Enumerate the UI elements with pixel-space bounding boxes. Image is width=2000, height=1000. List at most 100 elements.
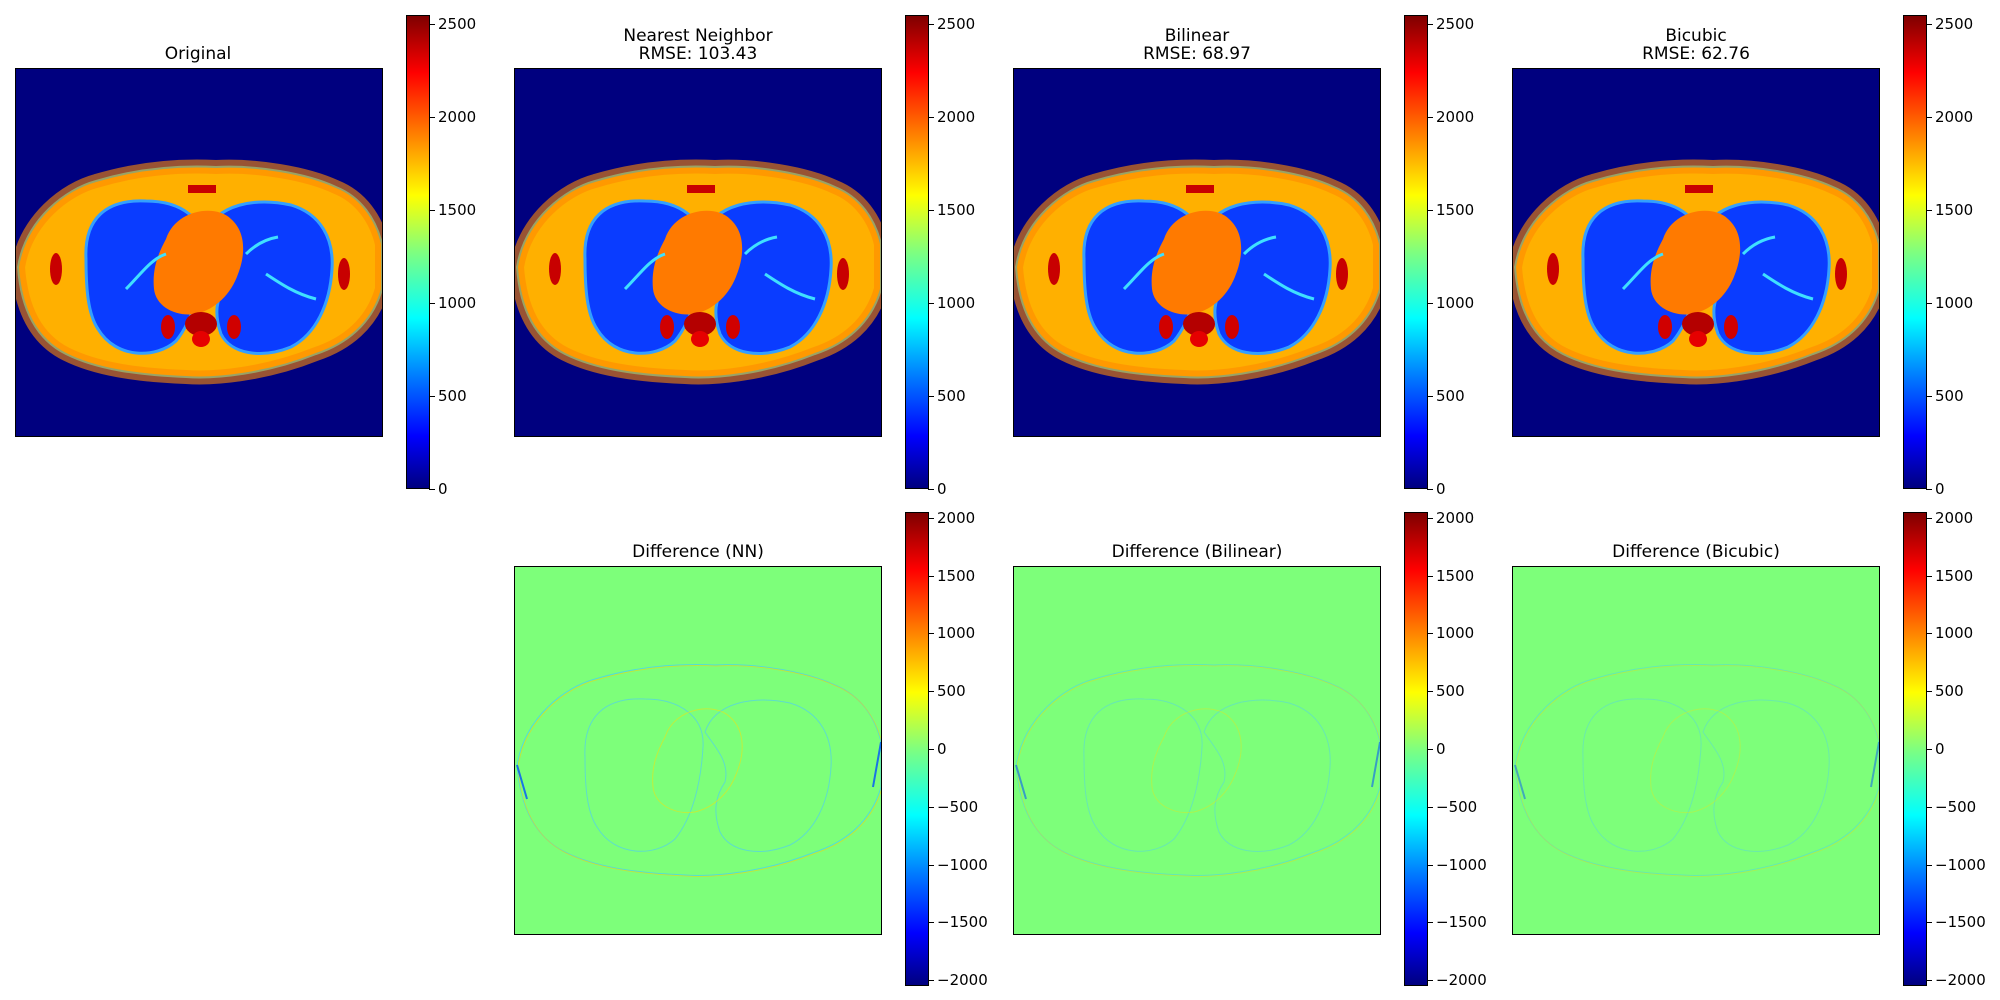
edge-outline <box>517 665 881 877</box>
colorbar-tick <box>429 489 435 490</box>
rib <box>837 258 849 290</box>
heart <box>153 210 244 315</box>
colorbar-difference-bilinear <box>1404 512 1428 986</box>
colorbar-tick-label: −1000 <box>1436 855 1487 874</box>
image-bilinear <box>1013 68 1381 437</box>
image-difference-bilinear <box>1013 566 1381 935</box>
colorbar-tick <box>1427 303 1433 305</box>
edge-outline <box>516 664 881 876</box>
image-original <box>15 68 383 437</box>
rib <box>1658 315 1672 339</box>
colorbar-tick-label: 1000 <box>438 294 477 313</box>
colorbar-tick-label: 0 <box>1935 740 1945 758</box>
rib <box>161 315 175 339</box>
colorbar-tick <box>1926 303 1932 305</box>
colorbar-tick-label: 1500 <box>937 201 976 220</box>
colorbar-tick <box>1427 489 1433 490</box>
rib <box>726 315 740 339</box>
colorbar-tick <box>1427 749 1433 750</box>
colorbar-tick <box>1926 922 1932 924</box>
colorbar-tick <box>928 396 934 398</box>
colorbar-tick <box>928 117 934 119</box>
image-bicubic <box>1512 68 1880 437</box>
colorbar-tick-label: 0 <box>937 480 947 498</box>
colorbar-tick <box>1427 210 1433 212</box>
rib <box>660 315 674 339</box>
colorbar-tick-label: −2000 <box>1935 971 1986 990</box>
colorbar-tick-label: 2500 <box>438 15 477 34</box>
edge-artifact <box>1514 741 1879 800</box>
title-bilinear-method: Bilinear <box>1164 26 1230 46</box>
colorbar-tick <box>429 117 435 119</box>
edge-outline <box>1515 665 1879 877</box>
colorbar-tick-label: 1500 <box>937 566 976 585</box>
colorbar-tick <box>928 980 934 982</box>
colorbar-tick-label: 2000 <box>937 508 976 527</box>
edge-outline <box>1015 664 1380 876</box>
colorbar-tick <box>1926 980 1932 982</box>
colorbar-tick-label: −500 <box>1935 797 1977 816</box>
title-difference-bilinear: Difference (Bilinear) <box>1111 542 1283 562</box>
colorbar-tick-label: 500 <box>1935 387 1964 406</box>
colorbar-tick-label: 2000 <box>1436 108 1475 127</box>
colorbar-tick-label: 2000 <box>1935 108 1974 127</box>
colorbar-tick-label: 1000 <box>1436 294 1475 313</box>
edge-outline <box>652 708 743 814</box>
colorbar-tick <box>1926 24 1932 26</box>
edge-outline <box>1582 698 1702 852</box>
heart <box>1650 210 1741 315</box>
colorbar-tick <box>928 749 934 750</box>
colorbar-tick <box>1427 117 1433 119</box>
title-bicubic: Bicubic RMSE: 62.76 <box>1642 27 1750 63</box>
colorbar-tick-label: −1500 <box>1935 913 1986 932</box>
spinal-process <box>1190 331 1208 347</box>
edge-outline <box>1151 708 1242 814</box>
colorbar-tick <box>1427 864 1433 866</box>
image-nearest-neighbor <box>514 68 882 437</box>
rib <box>1159 315 1173 339</box>
colorbar-tick-label: 1000 <box>1935 624 1974 643</box>
rib <box>1724 315 1738 339</box>
colorbar-tick <box>1427 24 1433 26</box>
colorbar-tick-label: 500 <box>438 387 467 406</box>
title-nearest-neighbor: Nearest Neighbor RMSE: 103.43 <box>623 27 772 63</box>
colorbar-tick-label: 500 <box>1436 682 1465 701</box>
muscle-layer <box>515 159 881 385</box>
edge-outline <box>1702 699 1830 852</box>
colorbar-tick <box>1926 489 1932 490</box>
colorbar-tick <box>1427 922 1433 924</box>
colorbar-tick-label: −500 <box>1436 797 1478 816</box>
title-nn-method: Nearest Neighbor <box>623 26 773 46</box>
colorbar-tick <box>1926 396 1932 398</box>
diff-map-nn <box>516 664 881 877</box>
colorbar-tick <box>1926 691 1932 693</box>
colorbar-tick <box>928 864 934 866</box>
colorbar-tick-label: 1000 <box>937 294 976 313</box>
colorbar-tick-label: −1000 <box>937 855 988 874</box>
ct-slice-bilinear <box>1014 159 1380 385</box>
rib <box>1835 258 1847 290</box>
spine <box>185 312 217 336</box>
colorbar-tick-label: 2000 <box>1935 508 1974 527</box>
rib <box>50 253 62 285</box>
colorbar-tick <box>1427 691 1433 693</box>
colorbar-tick <box>1926 806 1932 808</box>
muscle-layer <box>1513 159 1879 385</box>
title-bicubic-rmse: RMSE: 62.76 <box>1642 44 1750 64</box>
muscle-layer <box>1014 159 1380 385</box>
colorbar-tick <box>429 210 435 212</box>
spinal-process <box>1689 331 1707 347</box>
colorbar-tick-label: 0 <box>1436 740 1446 758</box>
vessels <box>623 235 816 301</box>
colorbar-difference-bicubic <box>1903 512 1927 986</box>
ct-slice-original <box>16 159 382 385</box>
colorbar-tick-label: 1500 <box>1436 566 1475 585</box>
heart <box>652 210 743 315</box>
colorbar-tick-label: 0 <box>438 480 448 498</box>
colorbar-tick-label: 2500 <box>937 15 976 34</box>
rib <box>338 258 350 290</box>
colorbar-tick <box>1427 575 1433 577</box>
edge-outline <box>1083 698 1203 852</box>
image-difference-nn <box>514 566 882 935</box>
